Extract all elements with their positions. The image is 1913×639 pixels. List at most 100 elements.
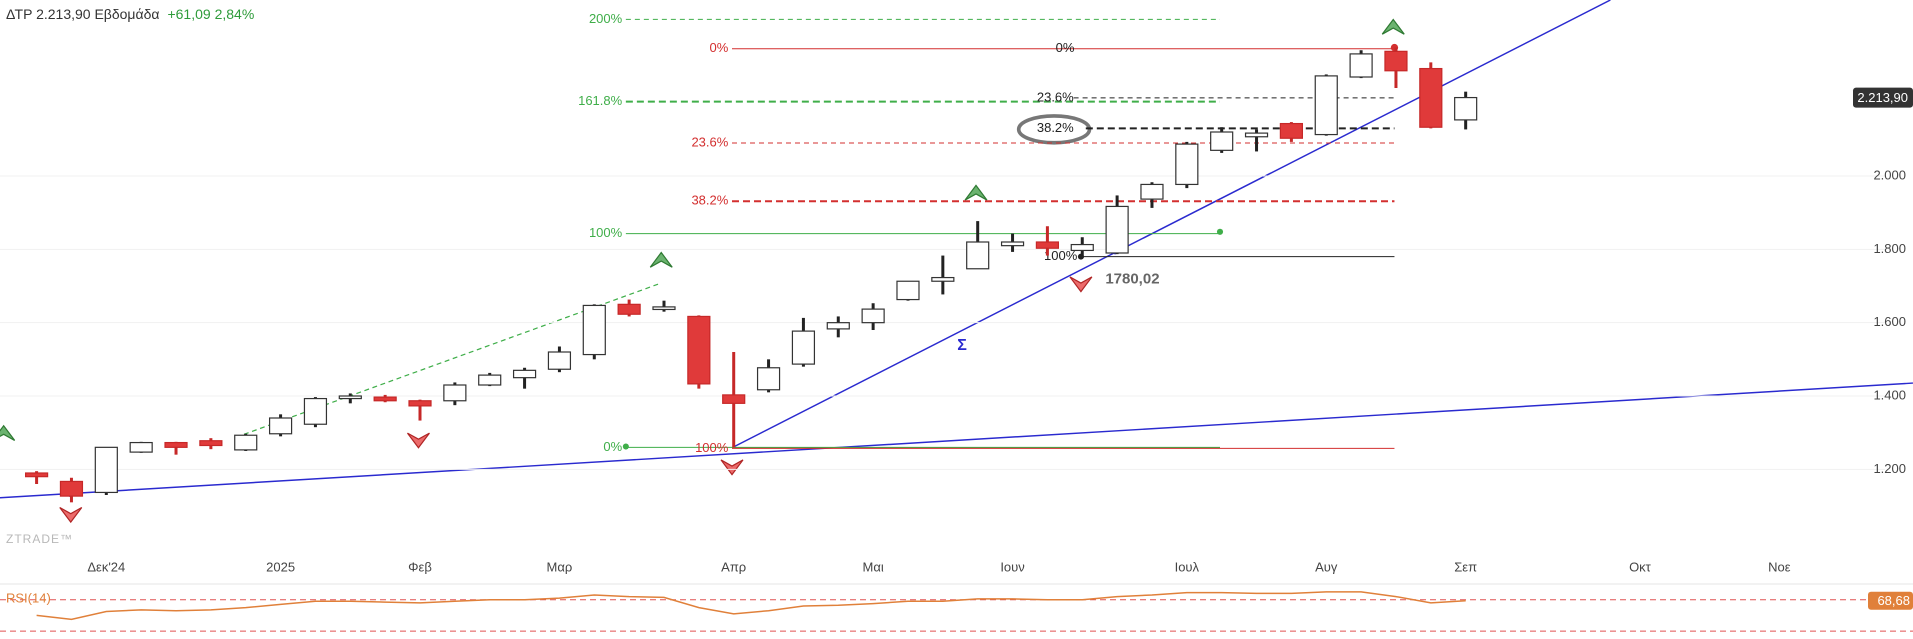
buy-signals [0, 18, 1405, 441]
down-chevron [1069, 276, 1093, 293]
anchor-dot [622, 443, 629, 450]
candle [756, 359, 781, 393]
x-tick-label: 2025 [266, 559, 295, 574]
candle-body [199, 440, 223, 447]
fib-label: 0% [710, 40, 729, 55]
candle [966, 221, 990, 270]
annotation: Σ [957, 337, 967, 354]
candle [25, 471, 49, 484]
trend-line [0, 382, 1913, 499]
candle [1419, 62, 1443, 129]
candle [722, 352, 746, 448]
candle-body [547, 351, 572, 370]
candle [94, 446, 118, 495]
candle-body [94, 446, 118, 494]
up-chevron [649, 251, 673, 268]
last-price-tag [1853, 87, 1913, 108]
candle [582, 304, 606, 360]
candle [234, 433, 258, 451]
candle-body [1175, 143, 1199, 186]
candle-body [1035, 241, 1060, 249]
watermark: ZTRADE™ [6, 532, 73, 546]
candle [1244, 129, 1269, 152]
x-tick-label: Απρ [721, 559, 746, 574]
x-tick-label: Σεπ [1454, 559, 1477, 574]
y-tick-label: 2.000 [1873, 167, 1906, 182]
candle [303, 397, 328, 428]
fib-label: 100% [1044, 248, 1078, 263]
candle-body [582, 304, 606, 356]
candle-body [1070, 243, 1094, 252]
candle-body [652, 306, 676, 311]
candle-body [129, 441, 153, 453]
candle-body [826, 322, 850, 330]
candle [791, 317, 816, 367]
candle-body [25, 472, 49, 478]
x-tick-label: Φεβ [408, 559, 432, 574]
x-tick-label: Αυγ [1315, 559, 1338, 574]
candle [338, 393, 362, 404]
candle [408, 399, 432, 421]
symbol-title: ΔΤΡ 2.213,90 Εβδομάδα [6, 6, 159, 22]
rsi-tag [1868, 591, 1913, 610]
candle-body [1384, 50, 1408, 72]
candle-body [1454, 96, 1478, 121]
candle [443, 382, 467, 406]
x-tick-label: Δεκ'24 [87, 559, 125, 574]
candle [164, 441, 188, 455]
fib-label: 200% [589, 11, 623, 26]
price-change: +61,09 2,84% [167, 6, 254, 22]
candle [547, 346, 572, 373]
up-chevron [964, 184, 988, 201]
candle-body [687, 315, 711, 385]
candle-body [1279, 122, 1303, 139]
candle-body [408, 400, 432, 407]
candle-body [861, 308, 885, 324]
down-chevron [59, 506, 83, 524]
candle-body [234, 434, 258, 451]
candle [1384, 47, 1408, 88]
y-tick-label: 1.400 [1873, 387, 1906, 402]
candle [199, 438, 223, 450]
candle [652, 300, 676, 312]
fib-label: 161.8% [578, 93, 623, 108]
candle [617, 299, 641, 317]
fib-label: 0% [603, 439, 622, 454]
rsi-line [36, 591, 1466, 621]
candle [861, 303, 885, 330]
candle-body [1000, 241, 1025, 247]
x-tick-label: Μαρ [547, 559, 573, 574]
candle [373, 394, 397, 403]
candle-body [1314, 75, 1338, 136]
candle-body [756, 367, 781, 391]
fib-label: 38.2% [691, 193, 728, 208]
y-tick-label: 1.200 [1873, 461, 1906, 476]
down-chevron [406, 432, 430, 449]
rsi-last-label: 68,68 [1877, 593, 1910, 608]
fib-label: 100% [695, 440, 729, 455]
x-tick-label: Ιουλ [1175, 559, 1200, 574]
candle-body [966, 241, 990, 270]
candle-body [1419, 67, 1443, 128]
candle [59, 477, 84, 503]
fib-label: 0% [1056, 40, 1075, 55]
x-tick-label: Μαι [863, 559, 884, 574]
candle [1349, 50, 1373, 79]
candle-body [164, 441, 188, 448]
up-chevron [1381, 18, 1405, 35]
candle-body [931, 276, 955, 282]
candle [1140, 182, 1164, 208]
fib-label: 38.2% [1037, 120, 1074, 135]
candle [1210, 127, 1234, 153]
candle-body [478, 374, 502, 386]
candle-body [1105, 205, 1129, 254]
candle-body [1349, 53, 1373, 78]
candle-body [338, 395, 362, 400]
fib-label: 23.6% [1037, 89, 1074, 104]
y-tick-label: 1.800 [1873, 241, 1906, 256]
candle-body [791, 330, 816, 365]
candle [1000, 233, 1025, 252]
candle [896, 280, 920, 301]
